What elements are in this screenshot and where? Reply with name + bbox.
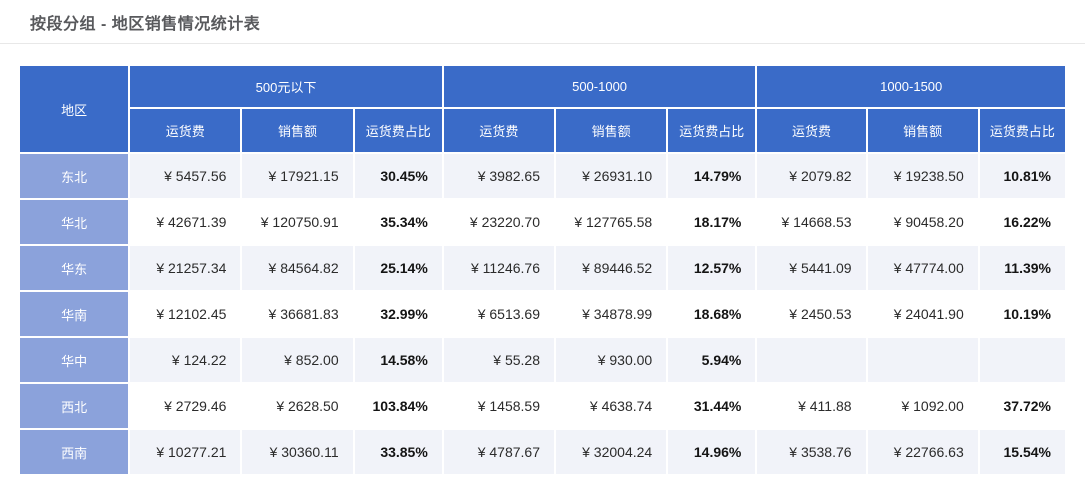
sales-cell: ¥ 47774.00 <box>865 244 980 292</box>
page-title: 按段分组 - 地区销售情况统计表 <box>30 16 261 33</box>
ratio-cell: 14.58% <box>352 336 444 384</box>
sales-cell: ¥ 90458.20 <box>865 198 980 246</box>
sales-cell: ¥ 852.00 <box>240 336 355 384</box>
freight-cell <box>755 336 868 384</box>
table-row: 华北 ¥ 42671.39 ¥ 120750.91 35.34% ¥ 23220.70 ¥… <box>17 198 1068 246</box>
sales-cell: ¥ 84564.82 <box>240 244 355 292</box>
column-header-freight-ratio: 运货费占比 <box>977 107 1068 154</box>
table-row: 东北 ¥ 5457.56 ¥ 17921.15 30.45% ¥ 3982.65 ¥ 26… <box>17 152 1068 200</box>
ratio-cell: 12.57% <box>666 244 758 292</box>
freight-cell: ¥ 12102.45 <box>128 290 243 338</box>
ratio-cell: 11.39% <box>977 244 1068 292</box>
region-cell: 华北 <box>17 198 131 246</box>
table-row: 华中 ¥ 124.22 ¥ 852.00 14.58% ¥ 55.28 ¥ 930.00 5… <box>17 336 1068 384</box>
sales-cell: ¥ 120750.91 <box>240 198 355 246</box>
group-header-under-500: 500元以下 <box>128 64 444 109</box>
ratio-cell: 18.68% <box>666 290 758 338</box>
column-header-region: 地区 <box>17 64 131 154</box>
freight-cell: ¥ 55.28 <box>441 336 557 384</box>
table-row: 华东 ¥ 21257.34 ¥ 84564.82 25.14% ¥ 11246.76 ¥ … <box>17 244 1068 292</box>
freight-cell: ¥ 14668.53 <box>755 198 868 246</box>
sales-cell <box>865 336 980 384</box>
freight-cell: ¥ 5441.09 <box>755 244 868 292</box>
group-header-500-1000: 500-1000 <box>441 64 758 109</box>
freight-cell: ¥ 42671.39 <box>128 198 243 246</box>
sales-cell: ¥ 36681.83 <box>240 290 355 338</box>
sales-cell: ¥ 26931.10 <box>553 152 669 200</box>
ratio-cell: 30.45% <box>352 152 444 200</box>
sales-cell: ¥ 24041.90 <box>865 290 980 338</box>
freight-cell: ¥ 2079.82 <box>755 152 868 200</box>
table-row: 西南 ¥ 10277.21 ¥ 30360.11 33.85% ¥ 4787.67 ¥ 3… <box>17 428 1068 476</box>
sales-cell: ¥ 19238.50 <box>865 152 980 200</box>
table-body: 东北 ¥ 5457.56 ¥ 17921.15 30.45% ¥ 3982.65 ¥ 26… <box>17 152 1068 476</box>
column-header-sales: 销售额 <box>865 107 980 154</box>
ratio-cell: 10.19% <box>977 290 1068 338</box>
freight-cell: ¥ 10277.21 <box>128 428 243 476</box>
sales-cell: ¥ 89446.52 <box>553 244 669 292</box>
sales-cell: ¥ 4638.74 <box>553 382 669 430</box>
column-header-freight-ratio: 运货费占比 <box>666 107 758 154</box>
column-header-freight: 运货费 <box>755 107 868 154</box>
ratio-cell: 37.72% <box>977 382 1068 430</box>
table-row: 西北 ¥ 2729.46 ¥ 2628.50 103.84% ¥ 1458.59 ¥ 46… <box>17 382 1068 430</box>
region-cell: 西北 <box>17 382 131 430</box>
column-header-sales: 销售额 <box>553 107 669 154</box>
group-header-1000-1500: 1000-1500 <box>755 64 1067 109</box>
sales-cell: ¥ 127765.58 <box>553 198 669 246</box>
region-cell: 东北 <box>17 152 131 200</box>
freight-cell: ¥ 4787.67 <box>441 428 557 476</box>
ratio-cell: 31.44% <box>666 382 758 430</box>
region-cell: 华南 <box>17 290 131 338</box>
ratio-cell: 18.17% <box>666 198 758 246</box>
freight-cell: ¥ 11246.76 <box>441 244 557 292</box>
ratio-cell: 5.94% <box>666 336 758 384</box>
page-header: 按段分组 - 地区销售情况统计表 <box>0 0 1085 44</box>
sales-cell: ¥ 1092.00 <box>865 382 980 430</box>
ratio-cell: 35.34% <box>352 198 444 246</box>
table-header: 地区 500元以下 500-1000 1000-1500 运货费 销售额 运货费… <box>17 64 1068 154</box>
region-cell: 华中 <box>17 336 131 384</box>
column-header-freight: 运货费 <box>441 107 557 154</box>
column-header-freight: 运货费 <box>128 107 243 154</box>
ratio-cell: 10.81% <box>977 152 1068 200</box>
column-header-freight-ratio: 运货费占比 <box>352 107 444 154</box>
ratio-cell <box>977 336 1068 384</box>
freight-cell: ¥ 124.22 <box>128 336 243 384</box>
ratio-cell: 15.54% <box>977 428 1068 476</box>
sales-cell: ¥ 34878.99 <box>553 290 669 338</box>
freight-cell: ¥ 3538.76 <box>755 428 868 476</box>
ratio-cell: 14.96% <box>666 428 758 476</box>
sales-report-table: 地区 500元以下 500-1000 1000-1500 运货费 销售额 运货费… <box>17 64 1068 476</box>
freight-cell: ¥ 21257.34 <box>128 244 243 292</box>
freight-cell: ¥ 2450.53 <box>755 290 868 338</box>
freight-cell: ¥ 2729.46 <box>128 382 243 430</box>
freight-cell: ¥ 1458.59 <box>441 382 557 430</box>
freight-cell: ¥ 3982.65 <box>441 152 557 200</box>
region-cell: 华东 <box>17 244 131 292</box>
sales-cell: ¥ 930.00 <box>553 336 669 384</box>
report-table-container: 地区 500元以下 500-1000 1000-1500 运货费 销售额 运货费… <box>17 64 1068 476</box>
freight-cell: ¥ 5457.56 <box>128 152 243 200</box>
ratio-cell: 33.85% <box>352 428 444 476</box>
region-cell: 西南 <box>17 428 131 476</box>
sales-cell: ¥ 17921.15 <box>240 152 355 200</box>
freight-cell: ¥ 6513.69 <box>441 290 557 338</box>
ratio-cell: 14.79% <box>666 152 758 200</box>
ratio-cell: 103.84% <box>352 382 444 430</box>
ratio-cell: 32.99% <box>352 290 444 338</box>
freight-cell: ¥ 23220.70 <box>441 198 557 246</box>
freight-cell: ¥ 411.88 <box>755 382 868 430</box>
sales-cell: ¥ 2628.50 <box>240 382 355 430</box>
sales-cell: ¥ 30360.11 <box>240 428 355 476</box>
sales-cell: ¥ 22766.63 <box>865 428 980 476</box>
table-row: 华南 ¥ 12102.45 ¥ 36681.83 32.99% ¥ 6513.69 ¥ 3… <box>17 290 1068 338</box>
column-header-sales: 销售额 <box>240 107 355 154</box>
ratio-cell: 25.14% <box>352 244 444 292</box>
ratio-cell: 16.22% <box>977 198 1068 246</box>
sales-cell: ¥ 32004.24 <box>553 428 669 476</box>
